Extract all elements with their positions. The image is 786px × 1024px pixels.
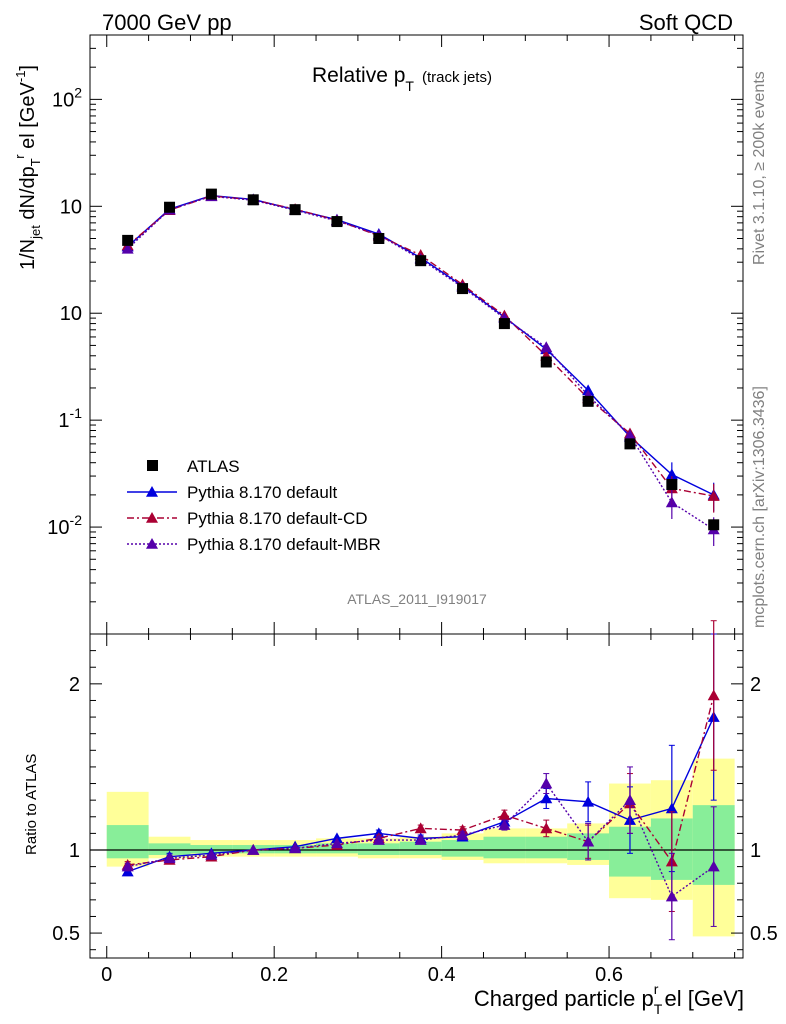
ratio-series-marker — [540, 777, 553, 789]
atlas-data-point — [373, 232, 385, 244]
ratio-series-marker — [582, 835, 595, 847]
header-right: Soft QCD — [639, 10, 733, 35]
ratio-series-marker — [665, 802, 678, 814]
ratio-series-marker — [330, 837, 343, 849]
x-tick-label: 0.6 — [595, 964, 623, 986]
band-green-bin — [357, 843, 400, 855]
y-tick-label: 10 — [60, 196, 82, 218]
atlas-data-point — [666, 479, 678, 491]
ratio-series-marker — [163, 852, 176, 864]
legend: ATLAS Pythia 8.170 default Pythia 8.170 de… — [127, 457, 381, 554]
plot-title: Relative pT (track jets) — [312, 64, 492, 94]
ratio-series-marker — [707, 689, 720, 701]
band-green-bin — [399, 841, 442, 855]
rivet-label: Rivet 3.1.10, ≥ 200k events — [751, 71, 768, 265]
ratio-tick-label-left: 0.5 — [52, 923, 80, 945]
series-line — [127, 194, 715, 496]
legend-label-atlas: ATLAS — [187, 457, 240, 476]
ratio-series-marker — [707, 860, 720, 872]
band-green-bin — [525, 836, 568, 859]
atlas-data-point — [331, 216, 343, 228]
ratio-series-marker — [498, 809, 511, 820]
y-tick-label: 102 — [52, 84, 82, 111]
atlas-data-point — [247, 194, 259, 206]
analysis-tag: ATLAS_2011_I919017 — [347, 591, 487, 607]
x-tick-label: 0 — [101, 964, 112, 986]
ratio-series-marker — [247, 844, 260, 855]
ratio-series-marker — [623, 794, 636, 805]
x-tick-label: 0.2 — [260, 964, 288, 986]
ratio-tick-label-right: 0.5 — [750, 923, 778, 945]
ratio-series-marker — [665, 890, 678, 902]
mcplots-label: mcplots.cern.ch [arXiv:1306.3436] — [751, 386, 768, 628]
ratio-series-marker — [582, 795, 595, 807]
ratio-tick-label-right: 1 — [750, 840, 761, 862]
band-green-bin — [441, 840, 484, 857]
axis-ticks: 0 0.2 0.4 0.6 10-2 1-1 10 10 102 0.5 0.5 1 1 2 2 — [47, 34, 778, 986]
ratio-uncertainty-bands — [106, 758, 735, 937]
atlas-data-point — [624, 438, 636, 450]
series-line — [127, 195, 714, 497]
atlas-data-point — [205, 188, 217, 200]
legend-label: Pythia 8.170 default-MBR — [187, 535, 381, 554]
ratio-series-marker — [540, 822, 553, 834]
ratio-series-marker — [540, 792, 553, 804]
header-left: 7000 GeV pp — [102, 10, 232, 35]
ratio-series-line — [127, 782, 715, 898]
series-marker — [121, 242, 134, 254]
ratio-series-marker — [456, 829, 469, 840]
atlas-data-point — [498, 318, 510, 330]
legend-label: Pythia 8.170 default-CD — [187, 509, 368, 528]
ratio-series-marker — [414, 822, 427, 834]
legend-marker — [146, 486, 158, 497]
ratio-series-marker — [121, 860, 134, 872]
series-marker — [623, 429, 636, 441]
atlas-data-point — [582, 395, 594, 407]
plot-frames — [89, 34, 744, 959]
legend-marker — [146, 512, 158, 523]
ratio-tick-label-left: 1 — [69, 840, 80, 862]
atlas-data-point — [415, 255, 427, 267]
main-plot-layer — [121, 188, 720, 547]
y-axis-label: 1/Njet dN/dpTr el [GeV-1] — [12, 65, 43, 270]
y-tick-label: 10 — [60, 303, 82, 325]
y-tick-label: 10-2 — [47, 512, 82, 539]
atlas-data-point — [540, 356, 552, 368]
legend-marker-atlas — [147, 460, 158, 471]
ratio-series-marker — [498, 819, 511, 830]
atlas-data-point — [122, 234, 134, 246]
ratio-tick-label-right: 2 — [750, 674, 761, 696]
atlas-data-point — [164, 201, 176, 213]
ratio-y-axis-label: Ratio to ATLAS — [23, 754, 40, 855]
band-green-bin — [483, 836, 526, 859]
legend-label: Pythia 8.170 default — [187, 483, 338, 502]
ratio-series-marker — [289, 842, 302, 854]
ratio-plot-layer — [121, 620, 720, 941]
legend-marker — [146, 538, 158, 549]
ratio-tick-label-left: 2 — [69, 674, 80, 696]
series-marker — [540, 341, 553, 353]
series-line — [127, 195, 715, 531]
atlas-data-point — [708, 519, 720, 531]
band-green-bin — [148, 843, 191, 855]
x-axis-label: Charged particle pTr el [GeV] — [474, 981, 744, 1017]
band-green-bin — [106, 825, 149, 859]
atlas-data-point — [457, 283, 469, 295]
ratio-series-marker — [205, 848, 218, 860]
ratio-frame — [89, 633, 744, 959]
atlas-data-point — [289, 204, 301, 216]
ratio-series-marker — [414, 834, 427, 845]
x-tick-label: 0.4 — [428, 964, 456, 986]
ratio-series-marker — [372, 834, 385, 845]
y-tick-label: 1-1 — [58, 405, 82, 432]
